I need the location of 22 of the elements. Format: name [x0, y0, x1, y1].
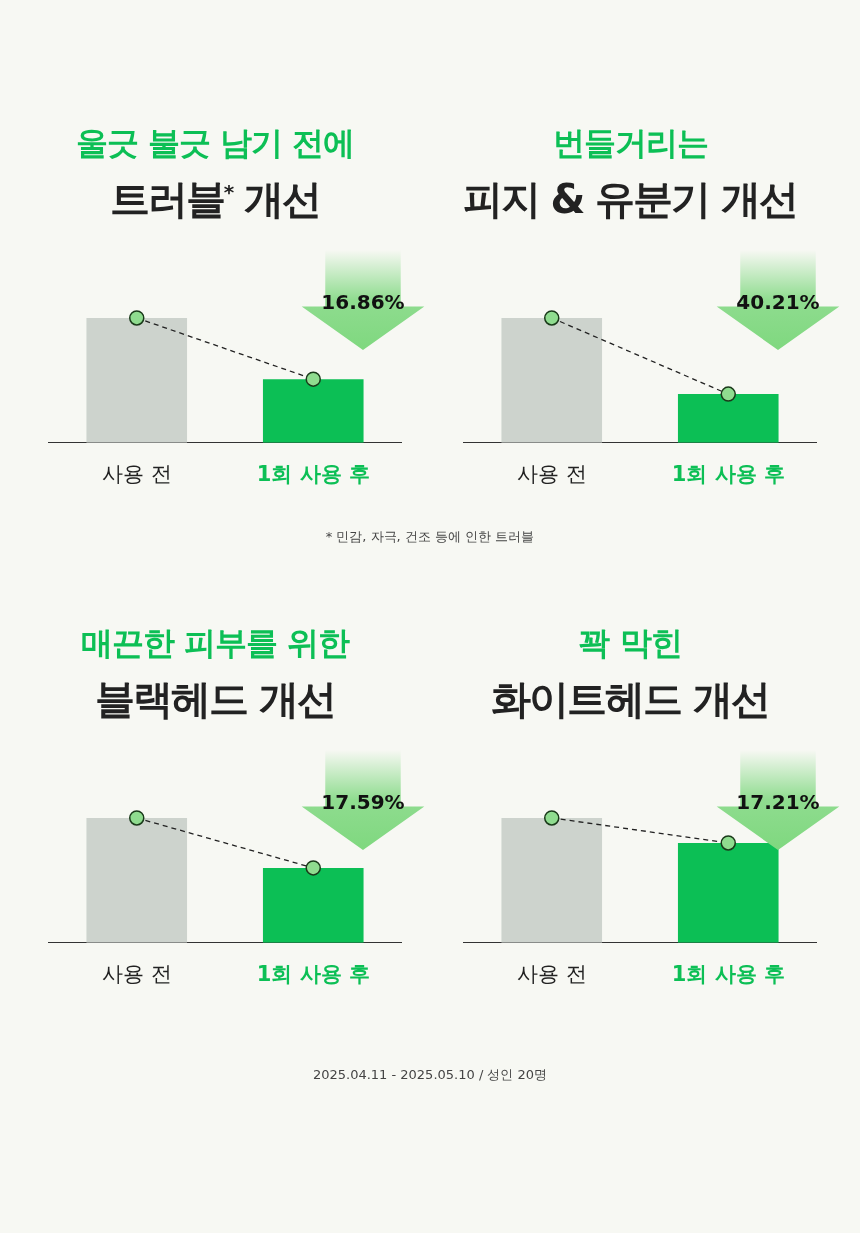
chart-title: 매끈한 피부를 위한: [79, 623, 351, 664]
text: * 민감, 자극, 건조 등에 인한 트러블: [324, 528, 536, 546]
x-tick-label: 사용 전: [101, 461, 172, 486]
chart-subtitle: 블랙헤드 개선: [94, 675, 336, 724]
chart-subtitle: 화이트헤드 개선: [490, 675, 770, 724]
chart-title: 번들거리는: [551, 123, 709, 164]
chart-subtitle: 피지 & 유분기 개선: [461, 175, 799, 224]
text: 17.21%: [735, 790, 821, 814]
text: 2025.04.11 - 2025.05.10 / 성인 20명: [311, 1066, 549, 1084]
x-tick-label: 1회 사용 후: [671, 461, 785, 486]
x-tick-label: 사용 전: [101, 961, 172, 986]
text: 40.21%: [735, 290, 821, 314]
text: 16.86%: [320, 290, 406, 314]
chart-title: 꽉 막힌: [577, 623, 683, 664]
text: 17.59%: [320, 790, 406, 814]
chart-subtitle: 트러블$^{*}$ 개선: [108, 175, 322, 224]
chart-title: 울긋 불긋 남기 전에: [74, 123, 356, 164]
x-tick-label: 사용 전: [516, 961, 587, 986]
x-tick-label: 1회 사용 후: [671, 961, 785, 986]
x-tick-label: 1회 사용 후: [256, 461, 370, 486]
x-tick-label: 사용 전: [516, 461, 587, 486]
x-tick-label: 1회 사용 후: [256, 961, 370, 986]
